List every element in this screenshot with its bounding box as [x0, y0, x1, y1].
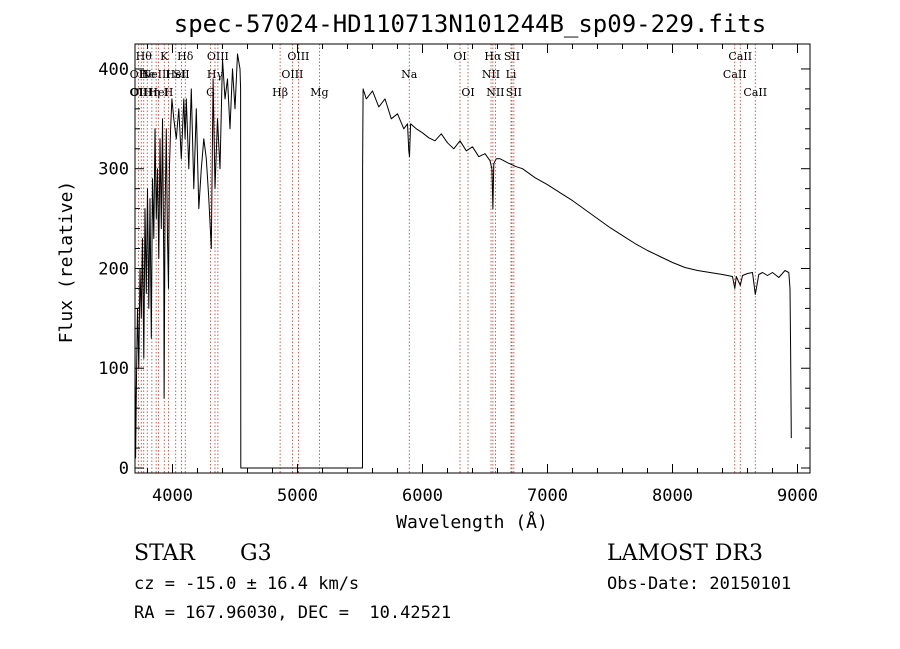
x-tick-label: 6000	[402, 486, 443, 506]
spectral-line-label: Hβ	[272, 86, 288, 99]
emission-line-markers	[137, 44, 756, 473]
spectral-line-label: OI	[453, 50, 466, 63]
spectral-line-label: CaII	[728, 50, 752, 63]
plot-frame	[134, 43, 811, 474]
spectral-line-label: OII	[130, 86, 148, 99]
spectral-line-label: NeIII	[142, 68, 171, 81]
spectral-line-label: SII	[173, 68, 189, 81]
y-tick-label: 200	[98, 259, 129, 279]
spectral-line-label: K	[160, 50, 169, 63]
chart-title: spec-57024-HD110713N101244B_sp09-229.fit…	[174, 10, 766, 38]
spectral-line-label: OIII	[287, 50, 309, 63]
spectral-line-label: NII	[482, 68, 500, 81]
spectral-line-label: CaII	[723, 68, 747, 81]
spectrum-series	[134, 53, 792, 469]
spectral-line-label: OIII	[207, 50, 229, 63]
x-tick-label: 7000	[527, 486, 568, 506]
spectral-line-label: CaII	[743, 86, 767, 99]
radial-velocity: cz = -15.0 ± 16.4 km/s	[134, 574, 360, 594]
spectral-line-label: OII	[130, 68, 148, 81]
spectral-line-label: NII	[486, 86, 504, 99]
coordinates: RA = 167.96030, DEC = 10.42521	[134, 603, 452, 623]
x-tick-label: 8000	[652, 486, 693, 506]
y-tick-label: 0	[119, 459, 129, 479]
spectral-line-label: Hθ	[136, 50, 153, 63]
spectral-line-label: G	[206, 86, 215, 99]
survey-name: LAMOST DR3	[607, 541, 763, 566]
spectral-line-label: Na	[401, 68, 418, 81]
spectral-line-label: He	[139, 68, 155, 81]
spectrum-line	[134, 53, 792, 469]
spectral-line-label: Hγ	[207, 68, 224, 81]
x-tick-label: 9000	[777, 486, 818, 506]
y-axis-label: Flux (relative)	[56, 181, 77, 344]
spectral-line-label: SII	[504, 50, 520, 63]
spectral-line-label: Hδ	[177, 50, 194, 63]
spectral-line-label: Hη	[144, 86, 160, 99]
spectral-line-label: H	[164, 86, 174, 99]
spectral-line-label: OIII	[130, 86, 152, 99]
line-labels: OIIOIIOIIIHθHeHηNeIIIHeIKHHeISIIHδGHγOII…	[130, 50, 768, 99]
spectral-line-label: Li	[506, 68, 517, 81]
spectral-line-label: SII	[506, 86, 522, 99]
y-tick-label: 300	[98, 160, 129, 180]
y-tick-label: 400	[98, 60, 129, 80]
spectral-subclass: G3	[240, 541, 272, 566]
x-axis-label: Wavelength (Å)	[396, 511, 548, 533]
axis-ticks: 4000 5000 6000 7000 8000 9000 0 100 200 300 400	[98, 44, 818, 506]
spectral-line-label: HeI	[166, 68, 186, 81]
x-tick-label: 4000	[152, 486, 193, 506]
y-tick-label: 100	[98, 359, 129, 379]
spectral-line-label: OIII	[281, 68, 303, 81]
spectral-line-label: OI	[461, 86, 474, 99]
spectral-line-label: HeI	[148, 86, 168, 99]
observation-date: Obs-Date: 20150101	[607, 574, 792, 594]
spectral-line-label: Mg	[310, 86, 328, 99]
x-tick-label: 5000	[277, 486, 318, 506]
spectral-line-label: Hα	[484, 50, 502, 63]
object-class: STAR	[134, 541, 195, 566]
